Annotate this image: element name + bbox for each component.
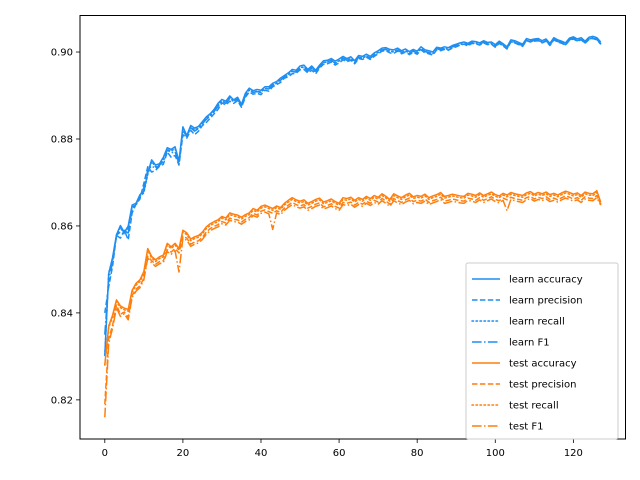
legend-label-learn-f1: learn F1 — [509, 338, 550, 349]
series-line-test-precision — [104, 194, 602, 405]
series-line-test-recall — [104, 191, 602, 366]
legend-label-learn-recall: learn recall — [509, 317, 565, 328]
legend-label-test-accuracy: test accuracy — [509, 359, 577, 370]
axis-ticks: 0 20 40 60 80 100 120 0.82 0.84 0.86 0.88 0.90 — [51, 48, 583, 459]
legend-label-learn-accuracy: learn accuracy — [509, 275, 583, 286]
legend: learn accuracy learn precision learn recal… — [465, 262, 619, 440]
x-tick-label: 40 — [255, 448, 268, 459]
series-line-test-accuracy — [104, 189, 602, 366]
legend-label-test-f1: test F1 — [509, 422, 544, 433]
x-tick-label: 120 — [564, 448, 583, 459]
y-tick-label: 0.88 — [51, 134, 73, 145]
legend-label-test-recall: test recall — [509, 401, 559, 412]
y-tick-label: 0.84 — [51, 308, 73, 319]
legend-label-test-precision: test precision — [509, 380, 577, 391]
legend-label-learn-precision: learn precision — [509, 296, 583, 307]
plot-frame — [79, 15, 626, 440]
legend-box — [465, 262, 619, 440]
x-tick-label: 20 — [177, 448, 190, 459]
series-line-learn-f1 — [104, 36, 602, 335]
series-layer — [104, 35, 602, 418]
y-tick-label: 0.82 — [51, 395, 73, 406]
x-tick-label: 60 — [333, 448, 346, 459]
y-tick-label: 0.86 — [51, 221, 73, 232]
y-tick-label: 0.90 — [51, 48, 73, 59]
x-tick-label: 0 — [102, 448, 108, 459]
x-tick-label: 100 — [486, 448, 505, 459]
x-tick-label: 80 — [411, 448, 424, 459]
series-line-test-f1 — [104, 196, 602, 418]
